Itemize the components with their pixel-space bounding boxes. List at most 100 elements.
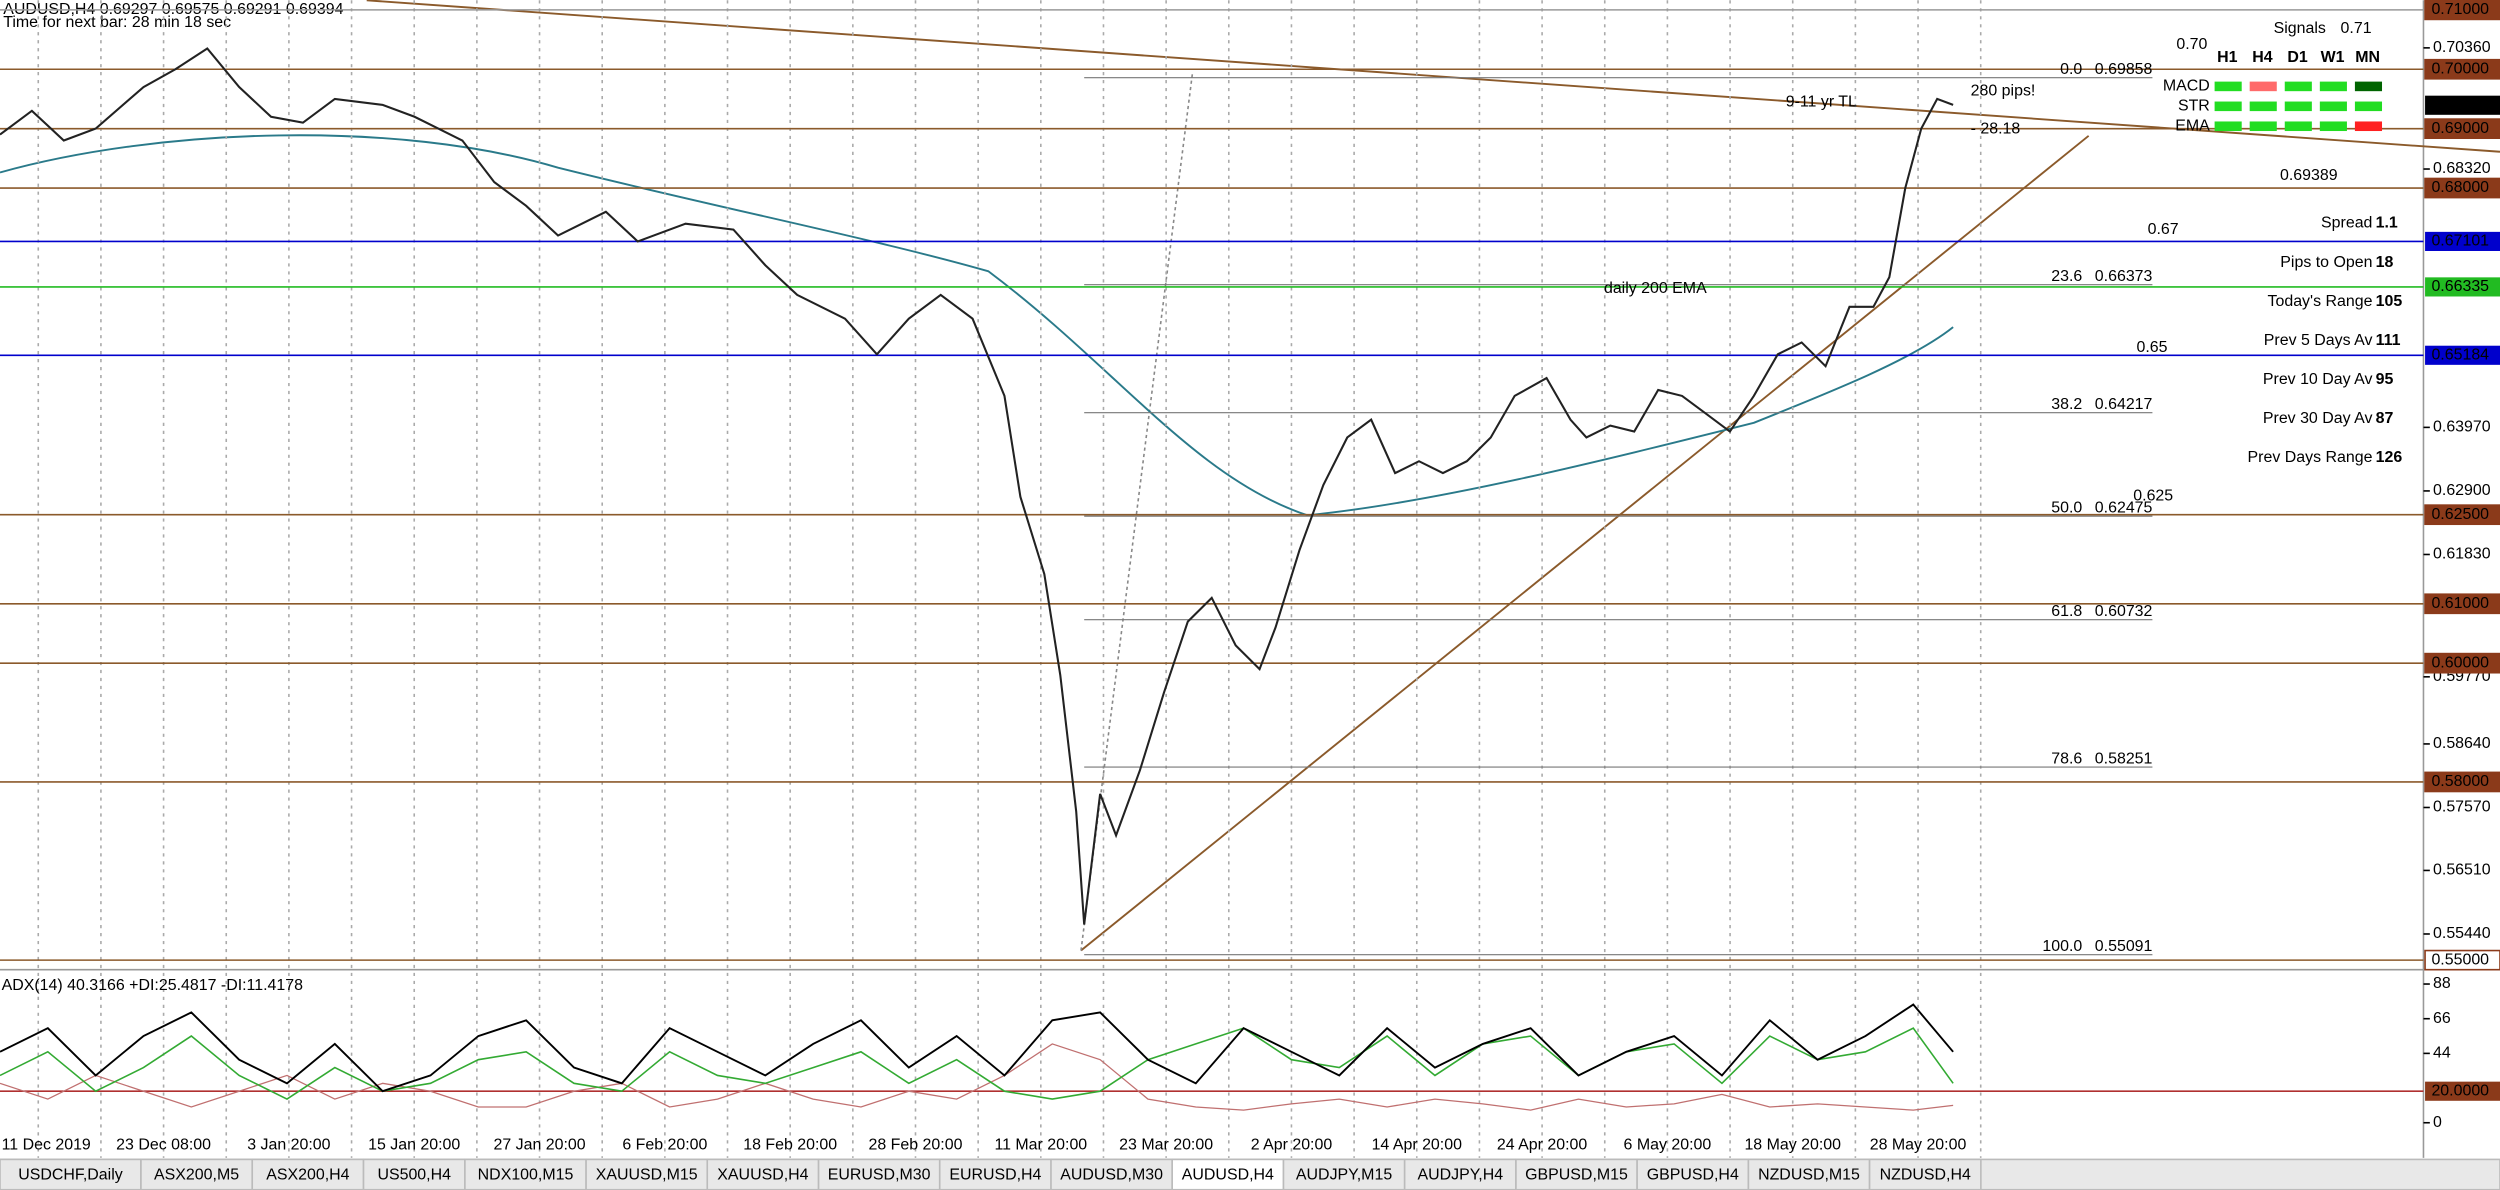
annotation: - 28.18: [1971, 121, 2021, 138]
adx-tick-label: 0: [2433, 1114, 2442, 1131]
signal-cell: [2214, 101, 2242, 112]
level-tag: [2424, 593, 2500, 615]
time-label: 28 May 20:00: [1870, 1136, 1967, 1153]
info-label: Prev 5 Days Av: [2264, 332, 2373, 349]
marker-label: 0.66335: [2431, 278, 2489, 295]
time-label: 23 Mar 20:00: [1119, 1136, 1213, 1153]
info-value: 18: [2376, 254, 2394, 271]
info-label: Prev Days Range: [2248, 449, 2373, 466]
time-label: 2 Apr 20:00: [1251, 1136, 1333, 1153]
y-tick-label: 0.55440: [2433, 925, 2491, 942]
level-tag: [2424, 0, 2500, 21]
tab-label[interactable]: AUDJPY,H4: [1417, 1167, 1503, 1184]
tab-label[interactable]: AUDJPY,M15: [1296, 1167, 1392, 1184]
level-label: 0.62500: [2431, 506, 2489, 523]
adx-level-label: 20.0000: [2431, 1082, 2489, 1099]
time-label: 15 Jan 20:00: [368, 1136, 460, 1153]
tab-label[interactable]: XAUUSD,M15: [596, 1167, 698, 1184]
annotation: 280 pips!: [1971, 82, 2036, 99]
adx-tick-label: 44: [2433, 1045, 2451, 1062]
tab-label[interactable]: XAUUSD,H4: [717, 1167, 808, 1184]
signal-cell: [2249, 121, 2277, 132]
tab[interactable]: [1050, 1158, 1173, 1190]
annotation: 0.65: [2136, 339, 2167, 356]
tab-label[interactable]: NDX100,M15: [478, 1167, 574, 1184]
signal-cell: [2214, 121, 2242, 132]
tab[interactable]: [362, 1158, 466, 1190]
tab-label[interactable]: NZDUSD,M15: [1758, 1167, 1860, 1184]
fib-price: 0.66373: [2095, 268, 2153, 285]
tab[interactable]: [1515, 1158, 1638, 1190]
signal-cell: [2284, 121, 2312, 132]
signal-cell: [2249, 81, 2277, 92]
price-line: [0, 47, 1954, 925]
signal-cell: [2214, 81, 2242, 92]
tab[interactable]: [706, 1158, 820, 1190]
time-label: 6 May 20:00: [1624, 1136, 1712, 1153]
tab-label[interactable]: AUDUSD,H4: [1182, 1167, 1274, 1184]
adx-line: [0, 1003, 1954, 1093]
tab-label[interactable]: EURUSD,H4: [949, 1167, 1041, 1184]
info-label: Prev 30 Day Av: [2263, 410, 2373, 427]
tab-label[interactable]: USDCHF,Daily: [18, 1167, 123, 1184]
fib-level: 38.2: [2051, 396, 2082, 413]
minus-di-line: [0, 1043, 1954, 1111]
signal-cell: [2354, 101, 2383, 112]
level-label: 0.61000: [2431, 595, 2489, 612]
fib-price: 0.69858: [2095, 61, 2153, 78]
time-label: 18 May 20:00: [1744, 1136, 1841, 1153]
y-tick-label: 0.63970: [2433, 419, 2491, 436]
level-label: 0.60000: [2431, 654, 2489, 671]
tab[interactable]: [938, 1158, 1052, 1190]
level-label: 0.58000: [2431, 773, 2489, 790]
level-tag: [2424, 504, 2500, 526]
marker-label: 0.65184: [2431, 346, 2489, 363]
tab[interactable]: [0, 1158, 142, 1190]
signal-cell: [2319, 101, 2347, 112]
level-tag: [2424, 118, 2500, 140]
annotation: 0.69389: [2280, 167, 2338, 184]
info-value: 111: [2376, 332, 2401, 349]
info-value: 1.1: [2376, 215, 2398, 232]
tab-label[interactable]: ASX200,M5: [154, 1167, 239, 1184]
tab[interactable]: [1636, 1158, 1750, 1190]
adx-level-tag: [2425, 1081, 2500, 1101]
fib-price: 0.62475: [2095, 499, 2153, 516]
tab-label[interactable]: AUDUSD,M30: [1060, 1167, 1163, 1184]
annotation: 0.70: [2176, 36, 2207, 53]
tab-label[interactable]: GBPUSD,H4: [1647, 1167, 1739, 1184]
time-label: 11 Dec 2019: [2, 1136, 91, 1153]
signal-cell: [2284, 81, 2312, 92]
info-value: 87: [2376, 410, 2394, 427]
info-value: 126: [2376, 449, 2403, 466]
fib-level: 100.0: [2042, 938, 2082, 955]
signal-column: D1: [2287, 49, 2308, 66]
info-label: Today's Range: [2268, 293, 2373, 310]
fib-level: 23.6: [2051, 268, 2082, 285]
tab-label[interactable]: EURUSD,M30: [828, 1167, 931, 1184]
level-tag: [2424, 58, 2500, 80]
tab[interactable]: [1868, 1158, 1982, 1190]
fib-level: 0.0: [2060, 61, 2082, 78]
tab[interactable]: [464, 1158, 587, 1190]
tab-label[interactable]: ASX200,H4: [266, 1167, 349, 1184]
time-label: 6 Feb 20:00: [622, 1136, 707, 1153]
tab-label[interactable]: US500,H4: [377, 1167, 451, 1184]
tab[interactable]: [817, 1158, 941, 1190]
level-tag: [2424, 177, 2500, 199]
level-label: 0.71000: [2431, 1, 2489, 18]
adx-tick-label: 88: [2433, 975, 2451, 992]
tab-label[interactable]: GBPUSD,M15: [1525, 1167, 1628, 1184]
tab-label[interactable]: NZDUSD,H4: [1880, 1167, 1971, 1184]
tab[interactable]: [1403, 1158, 1517, 1190]
info-label: Pips to Open: [2280, 254, 2372, 271]
marker-label: 0.69394: [2431, 96, 2489, 113]
info-label: Prev 10 Day Av: [2263, 371, 2373, 388]
fib-price: 0.58251: [2095, 750, 2153, 767]
marker-tag: [2425, 231, 2500, 251]
time-label: 23 Dec 08:00: [116, 1136, 211, 1153]
marker-tag: [2425, 277, 2500, 297]
